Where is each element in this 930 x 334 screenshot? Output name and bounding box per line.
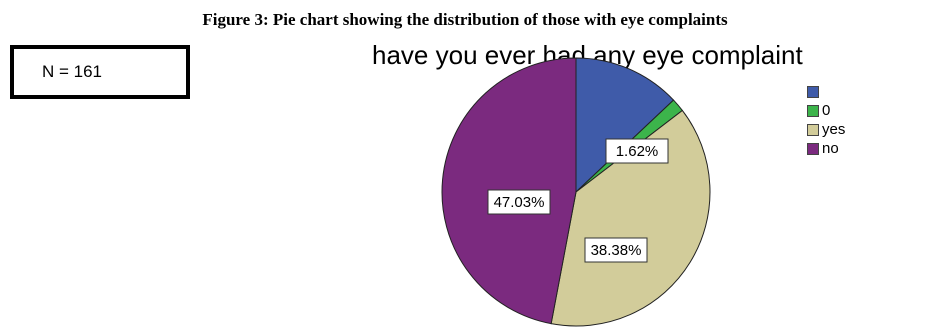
legend-item-unlabeled (807, 82, 845, 101)
legend-swatch (807, 85, 819, 98)
pie-slice-yes (550, 109, 711, 327)
data-label-no: 47.03% (487, 189, 551, 215)
sample-size-label: N = 161 (42, 62, 103, 81)
figure-caption: Figure 3: Pie chart showing the distribu… (202, 10, 728, 29)
pie-slice-unlabeled (575, 57, 675, 194)
svg-text:1.62%: 1.62% (616, 143, 659, 160)
legend-label: 0 (822, 102, 831, 119)
legend-swatch (807, 123, 819, 136)
sample-size-box: N = 161 (10, 45, 190, 99)
legend-swatch (807, 104, 819, 117)
legend-label: yes (822, 121, 846, 138)
legend-label: no (822, 140, 839, 157)
chart-legend: 0 yes no (807, 82, 845, 158)
legend-item-0: 0 (807, 101, 845, 120)
data-label-0: 1.62% (605, 138, 669, 164)
data-label-yes: 38.38% (584, 237, 648, 263)
svg-text:38.38%: 38.38% (591, 242, 642, 259)
legend-item-no: no (807, 139, 845, 158)
legend-item-yes: yes (807, 120, 845, 139)
svg-text:47.03%: 47.03% (494, 194, 545, 211)
legend-swatch (807, 142, 819, 155)
